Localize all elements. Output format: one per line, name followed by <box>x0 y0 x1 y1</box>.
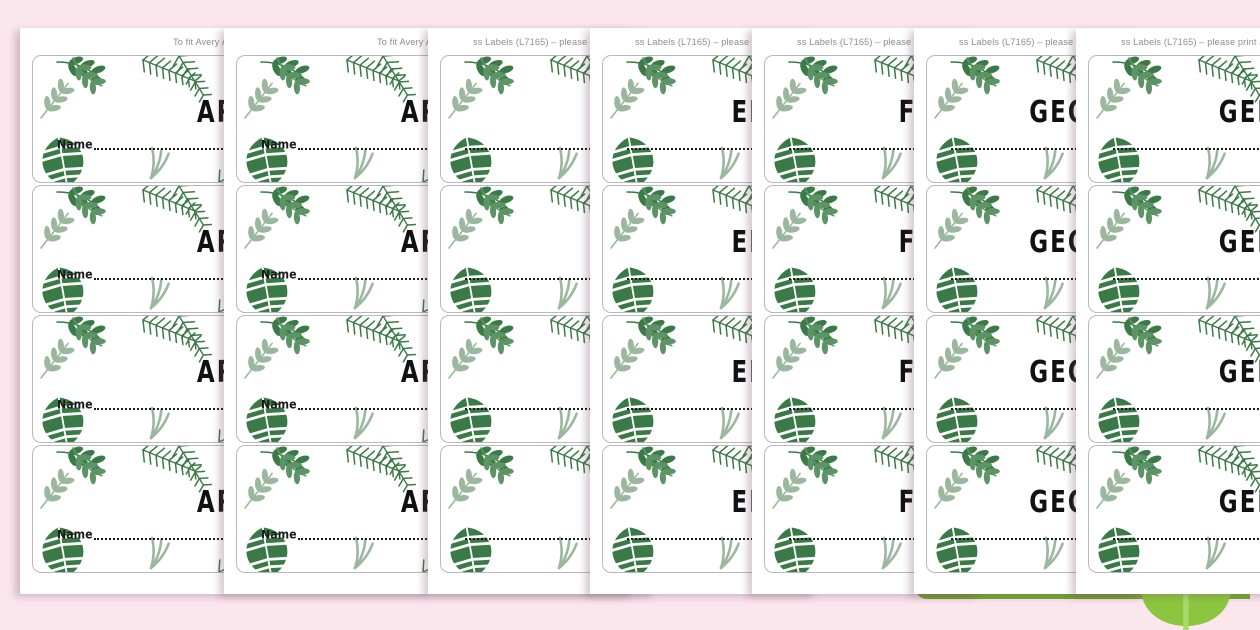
dotted-writing-line <box>1113 148 1260 150</box>
dotted-writing-line <box>1113 538 1260 540</box>
subject-label-card[interactable]: GERMANtwinkl.co.uk <box>1088 55 1260 183</box>
subject-title: GERMAN <box>1218 484 1260 520</box>
name-field-label: Name <box>261 530 297 542</box>
sheet-print-instruction: ss Labels (L7165) – please print at 100% <box>634 37 808 47</box>
subject-title: GERMAN <box>1218 354 1260 390</box>
subject-label-card[interactable]: GERMANtwinkl.co.uk <box>1088 315 1260 443</box>
sheet-print-instruction: ss Labels (L7165) – please print at 100% <box>958 37 1132 47</box>
name-field-label: Name <box>57 270 93 282</box>
label-grid: GERMANtwinkl.co.ukGERMANtwinkl.co.ukGERM… <box>1088 55 1260 575</box>
subject-title: GERMAN <box>1218 94 1260 130</box>
name-field-label: Name <box>261 140 297 152</box>
name-write-in-line[interactable] <box>1113 270 1260 282</box>
name-write-in-line[interactable] <box>1113 400 1260 412</box>
sheet-print-instruction: ss Labels (L7165) – please print at 100% <box>1120 37 1260 47</box>
dotted-writing-line <box>1113 278 1260 280</box>
name-field-label: Name <box>57 400 93 412</box>
name-write-in-line[interactable] <box>1113 140 1260 152</box>
name-field-label: Name <box>261 400 297 412</box>
subject-title: GERMAN <box>1218 224 1260 260</box>
subject-label-card[interactable]: GERMANtwinkl.co.uk <box>1088 445 1260 573</box>
sheet-print-instruction: ss Labels (L7165) – please print at 100% <box>796 37 970 47</box>
name-write-in-line[interactable] <box>1113 530 1260 542</box>
name-field-label: Name <box>57 530 93 542</box>
name-field-label: Name <box>261 270 297 282</box>
subject-label-card[interactable]: GERMANtwinkl.co.uk <box>1088 185 1260 313</box>
name-field-label: Name <box>57 140 93 152</box>
label-sheet: ss Labels (L7165) – please print at 100%… <box>1076 28 1260 594</box>
sheet-print-instruction: ss Labels (L7165) – please print at 100% <box>472 37 646 47</box>
dotted-writing-line <box>1113 408 1260 410</box>
